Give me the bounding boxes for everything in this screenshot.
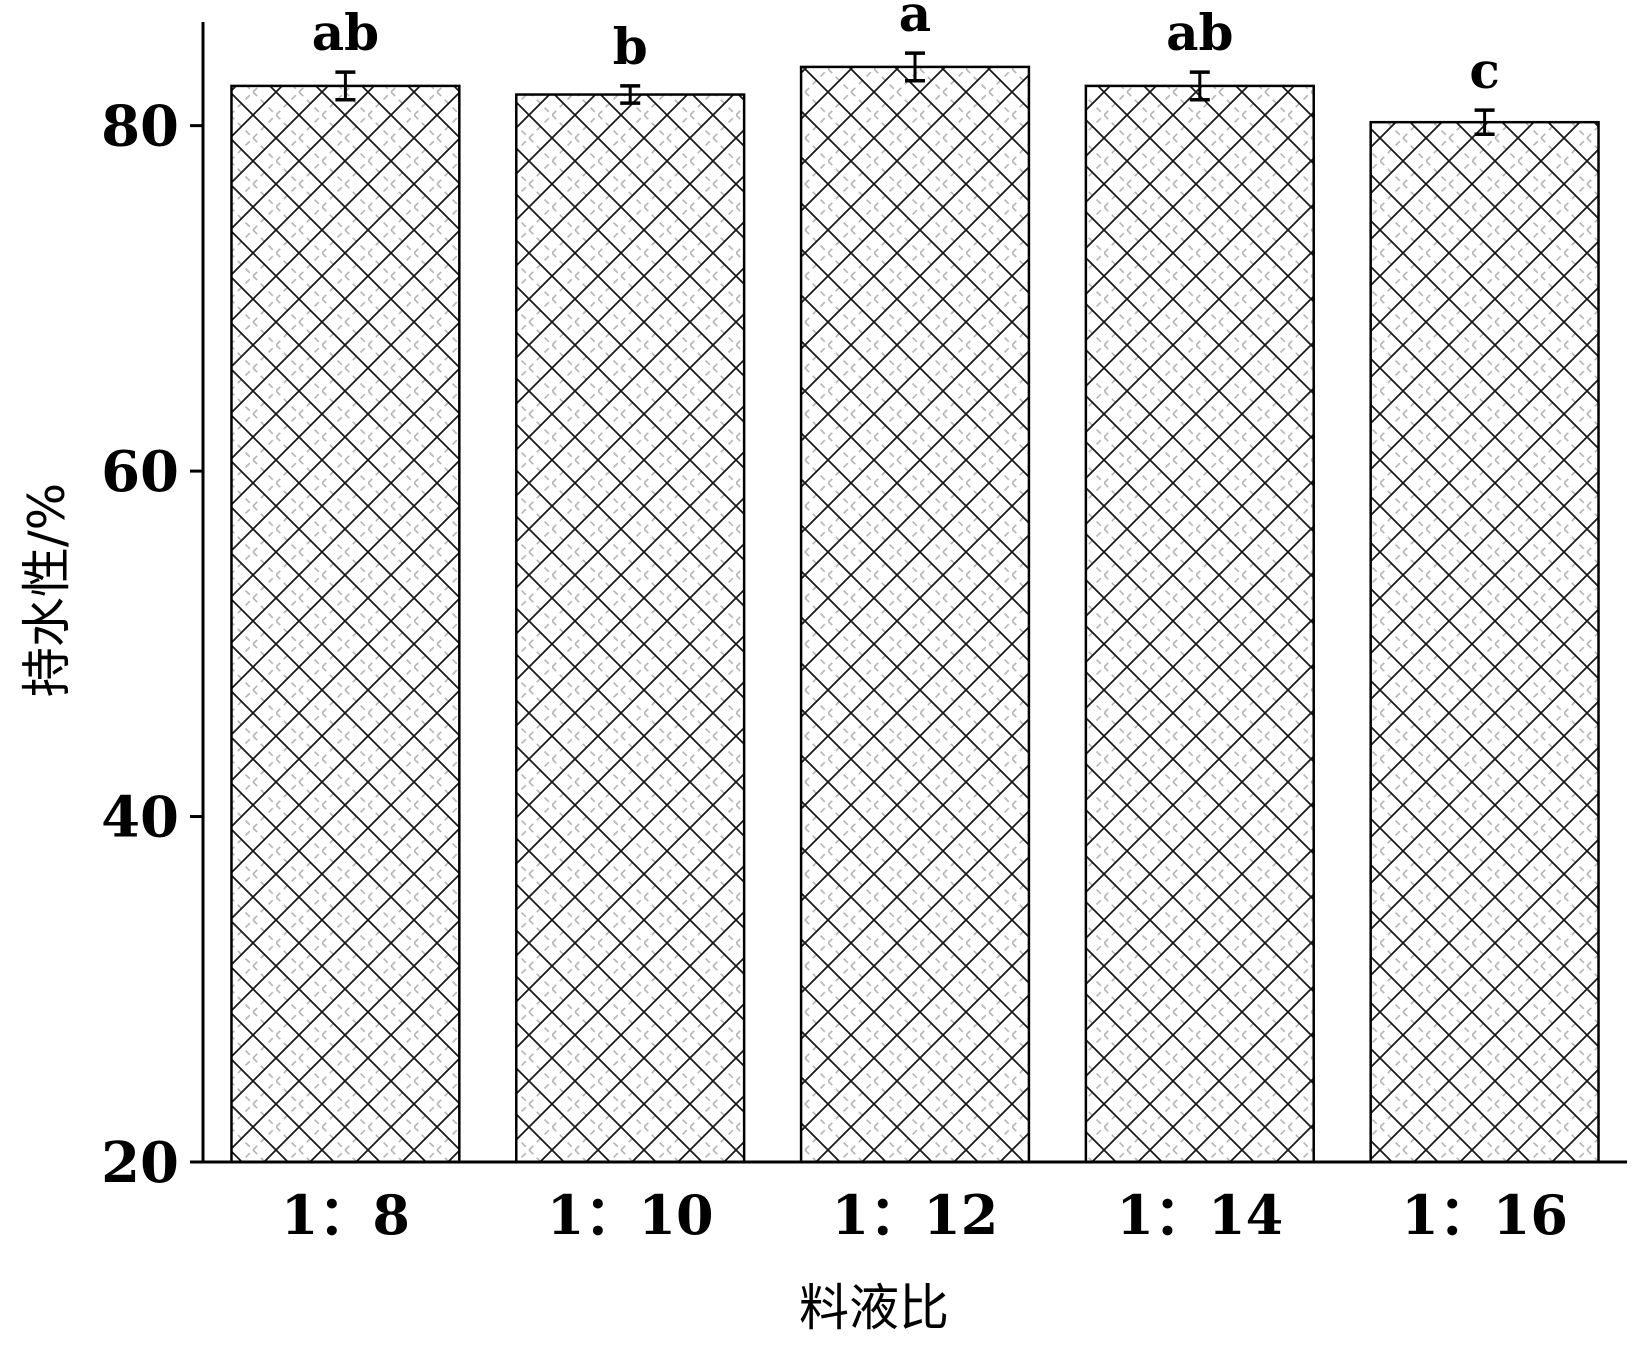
- bar: [1369, 120, 1600, 1164]
- error-bar: [905, 51, 925, 83]
- y-tick-label: 20: [101, 1130, 179, 1196]
- y-axis-title: 持水性/%: [18, 483, 76, 697]
- error-bars-layer: [335, 51, 1495, 137]
- y-tick-label: 60: [101, 439, 179, 505]
- bars-layer: [230, 65, 1600, 1164]
- bar: [1084, 84, 1315, 1164]
- significance-label: ab: [1166, 3, 1233, 62]
- y-tick-label: 80: [101, 94, 179, 160]
- x-category-label: 1：10: [547, 1183, 714, 1247]
- error-bar: [1189, 70, 1210, 102]
- error-bar: [335, 70, 356, 102]
- error-bar: [1474, 108, 1495, 137]
- significance-labels-layer: ab b a ab c: [312, 0, 1500, 100]
- bar: [515, 93, 746, 1164]
- y-tick-label: 40: [101, 785, 179, 851]
- x-category-label: 1：14: [1116, 1183, 1283, 1247]
- significance-label: ab: [312, 3, 379, 62]
- x-axis-title: 料液比: [799, 1279, 949, 1337]
- bar: [799, 65, 1031, 1164]
- significance-label: c: [1469, 41, 1499, 100]
- error-bar: [620, 84, 641, 105]
- bar: [230, 84, 461, 1164]
- x-category-labels-layer: 1：8 1：10 1：12 1：14 1：16: [281, 1183, 1568, 1247]
- significance-label: a: [899, 0, 931, 43]
- x-category-label: 1：8: [281, 1183, 410, 1247]
- x-category-label: 1：16: [1401, 1183, 1568, 1247]
- y-ticks-layer: 20 40 60 80: [101, 94, 203, 1196]
- x-category-label: 1：12: [832, 1183, 999, 1247]
- significance-label: b: [613, 17, 648, 76]
